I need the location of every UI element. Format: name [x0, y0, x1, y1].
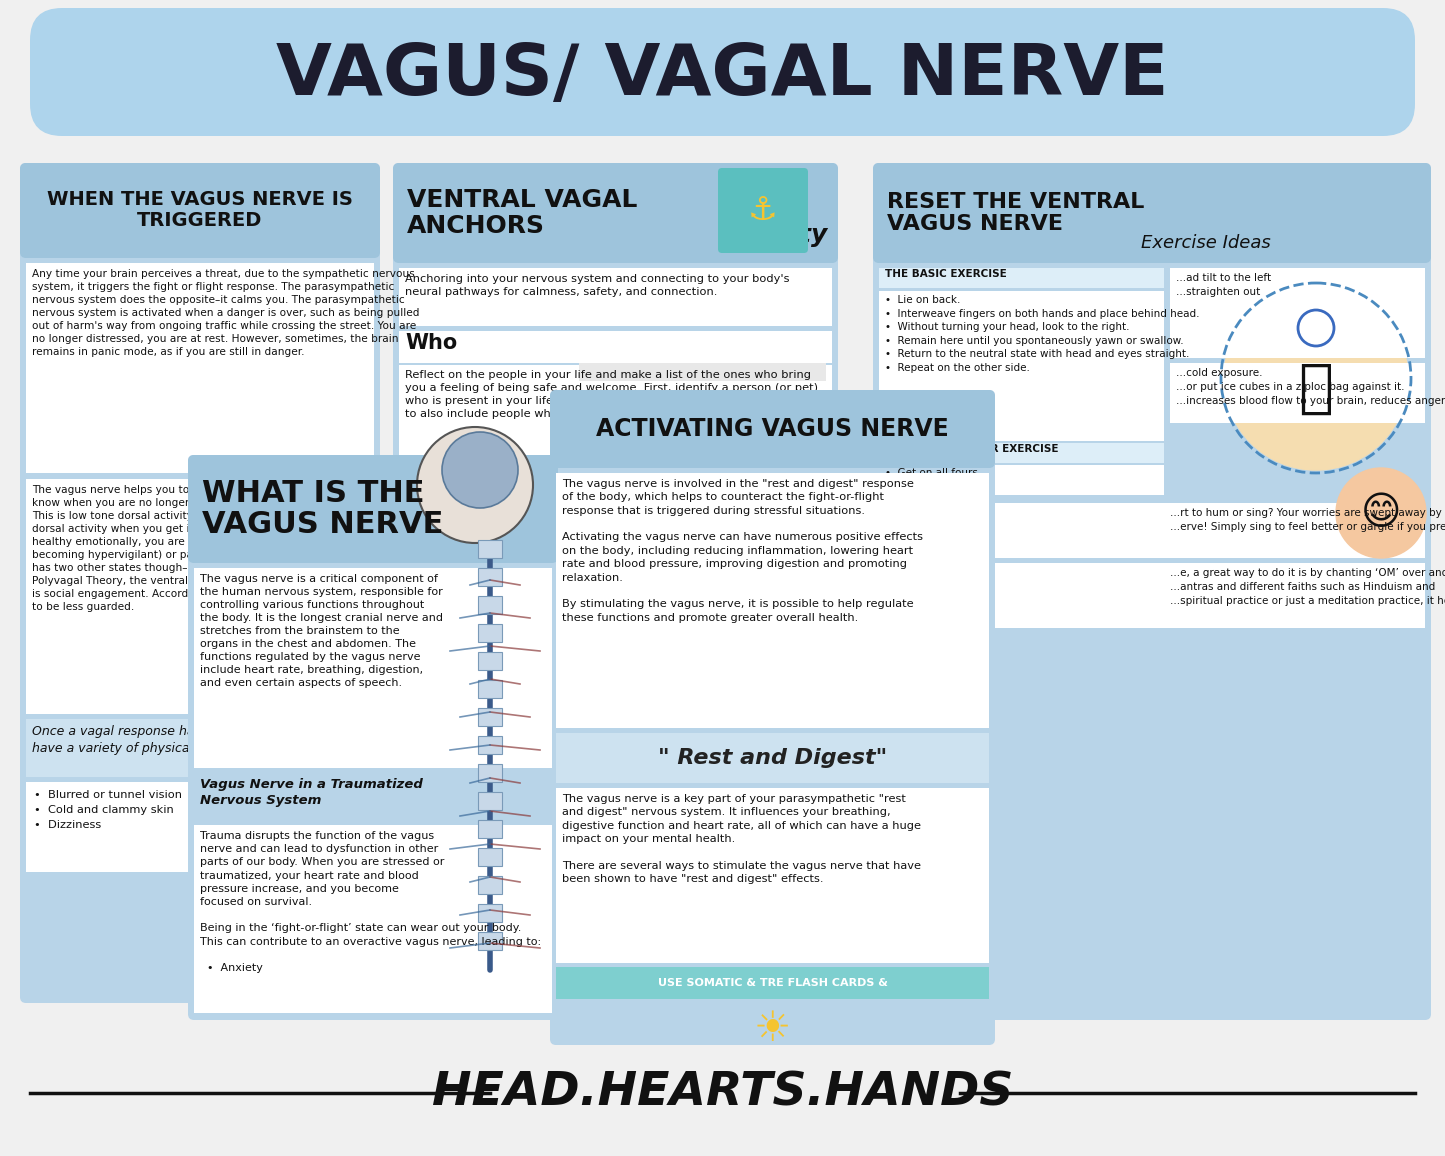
- Text: THE BASIC EXERCISE: THE BASIC EXERCISE: [884, 269, 1007, 279]
- Bar: [556, 788, 988, 963]
- Bar: [478, 932, 501, 950]
- Bar: [478, 849, 501, 866]
- Bar: [478, 820, 501, 838]
- Bar: [399, 268, 832, 326]
- Text: RESET THE VENTRAL
VAGUS NERVE: RESET THE VENTRAL VAGUS NERVE: [887, 192, 1144, 234]
- Bar: [1170, 363, 1425, 423]
- Bar: [26, 719, 374, 777]
- Bar: [478, 736, 501, 754]
- Text: The vagus nerve is a key part of your parasympathetic "rest
and digest" nervous : The vagus nerve is a key part of your pa…: [562, 794, 920, 884]
- Bar: [194, 773, 552, 821]
- FancyBboxPatch shape: [188, 455, 558, 563]
- Bar: [478, 568, 501, 586]
- Text: tate alive: tate alive: [405, 518, 623, 528]
- Text: VAGUS/ VAGAL NERVE: VAGUS/ VAGAL NERVE: [276, 42, 1169, 111]
- FancyBboxPatch shape: [551, 390, 996, 1045]
- Bar: [478, 540, 501, 558]
- Text: 😊: 😊: [1361, 494, 1402, 532]
- Circle shape: [1224, 286, 1407, 470]
- Bar: [194, 825, 552, 1013]
- Text: ACTIVATING VAGUS NERVE: ACTIVATING VAGUS NERVE: [597, 417, 949, 440]
- Bar: [478, 596, 501, 614]
- Text: The vagus nerve is involved in the "rest and digest" response
of the body, which: The vagus nerve is involved in the "rest…: [562, 479, 923, 623]
- Bar: [399, 365, 832, 510]
- Text: ☀: ☀: [754, 1008, 792, 1050]
- Text: ...rt to hum or sing? Your worries are swept away by a
...erve! Simply sing to f: ...rt to hum or sing? Your worries are s…: [1170, 507, 1445, 532]
- Text: FULL SALAMANDER EXERCISE: FULL SALAMANDER EXERCISE: [884, 444, 1059, 454]
- Bar: [194, 568, 552, 768]
- Bar: [478, 624, 501, 642]
- Bar: [879, 268, 1165, 288]
- Bar: [556, 968, 988, 999]
- Text: USE SOMATIC & TRE FLASH CARDS &: USE SOMATIC & TRE FLASH CARDS &: [657, 978, 887, 988]
- FancyBboxPatch shape: [873, 163, 1431, 1020]
- Bar: [579, 363, 827, 381]
- Text: ⚓: ⚓: [749, 193, 777, 227]
- Bar: [478, 707, 501, 726]
- Text: Vagus Nerve in a Traumatized
Nervous System: Vagus Nerve in a Traumatized Nervous Sys…: [199, 778, 423, 807]
- Text: Who: Who: [405, 333, 457, 353]
- Bar: [26, 264, 374, 473]
- Bar: [579, 503, 827, 521]
- FancyBboxPatch shape: [30, 8, 1415, 136]
- FancyBboxPatch shape: [393, 163, 838, 264]
- Bar: [478, 876, 501, 894]
- Text: ...ad tilt to the left
...straighten out: ...ad tilt to the left ...straighten out: [1176, 273, 1272, 297]
- Text: ...e, a great way to do it is by chanting ‘OM’ over and
...antras and different : ...e, a great way to do it is by chantin…: [1170, 568, 1445, 606]
- FancyBboxPatch shape: [873, 163, 1431, 264]
- Text: •  Lie on back.
•  Interweave fingers on both hands and place behind head.
•  Wi: • Lie on back. • Interweave fingers on b…: [884, 295, 1199, 373]
- Bar: [579, 418, 827, 437]
- Bar: [879, 443, 1165, 464]
- FancyBboxPatch shape: [188, 455, 558, 1020]
- Bar: [579, 447, 827, 465]
- Bar: [556, 733, 988, 783]
- Bar: [478, 904, 501, 922]
- Bar: [579, 475, 827, 492]
- FancyBboxPatch shape: [393, 163, 838, 722]
- Text: Exercise Ideas: Exercise Ideas: [1142, 234, 1270, 252]
- FancyBboxPatch shape: [718, 168, 808, 253]
- Bar: [879, 503, 1425, 558]
- Text: Activity: Activity: [721, 223, 828, 247]
- Text: WHAT IS THE
VAGUS NERVE: WHAT IS THE VAGUS NERVE: [202, 479, 444, 539]
- FancyBboxPatch shape: [551, 390, 996, 468]
- Text: Once a vagal response has be
have a variety of physical sym: Once a vagal response has be have a vari…: [32, 725, 223, 755]
- Bar: [399, 513, 832, 543]
- Text: Any time your brain perceives a threat, due to the sympathetic nervous
system, i: Any time your brain perceives a threat, …: [32, 269, 419, 357]
- Text: ...cold exposure.
...or put ice cubes in a ziploc bag against it.
...increases b: ...cold exposure. ...or put ice cubes in…: [1176, 368, 1445, 406]
- Text: 🧘: 🧘: [1299, 360, 1334, 416]
- FancyBboxPatch shape: [20, 163, 380, 1003]
- Bar: [879, 563, 1425, 628]
- Bar: [478, 792, 501, 810]
- Text: " Rest and Digest": " Rest and Digest": [657, 748, 887, 768]
- Circle shape: [418, 427, 533, 543]
- Bar: [556, 473, 988, 728]
- Text: Reflect on the people in your life and make a list of the ones who bring
you a f: Reflect on the people in your life and m…: [405, 370, 827, 420]
- Text: The vagus nerve is a critical component of
the human nervous system, responsible: The vagus nerve is a critical component …: [199, 575, 444, 688]
- Text: HEAD.HEARTS.HANDS: HEAD.HEARTS.HANDS: [432, 1070, 1013, 1116]
- Circle shape: [1337, 468, 1426, 558]
- Bar: [879, 465, 1165, 495]
- Text: •  Get on all fours: • Get on all fours: [884, 468, 978, 477]
- Bar: [579, 391, 827, 409]
- Circle shape: [442, 432, 517, 507]
- Bar: [478, 652, 501, 670]
- FancyBboxPatch shape: [20, 163, 380, 258]
- Text: The vagus nerve helps you to remain calm
know when you are no longer in danger. : The vagus nerve helps you to remain calm…: [32, 486, 259, 613]
- Bar: [879, 291, 1165, 440]
- Text: •  Blurred or tunnel vision
•  Cold and clammy skin
•  Dizziness: • Blurred or tunnel vision • Cold and cl…: [35, 790, 182, 830]
- Bar: [399, 331, 832, 363]
- Text: WHEN THE VAGUS NERVE IS
TRIGGERED: WHEN THE VAGUS NERVE IS TRIGGERED: [48, 190, 353, 230]
- Bar: [26, 479, 374, 714]
- Bar: [478, 680, 501, 698]
- Bar: [26, 781, 374, 872]
- Text: VENTRAL VAGAL
ANCHORS: VENTRAL VAGAL ANCHORS: [407, 188, 637, 238]
- Bar: [1170, 268, 1425, 358]
- Text: Anchoring into your nervous system and connecting to your body's
neural pathways: Anchoring into your nervous system and c…: [405, 274, 789, 297]
- Bar: [478, 764, 501, 781]
- Text: Trauma disrupts the function of the vagus
nerve and can lead to dysfunction in o: Trauma disrupts the function of the vagu…: [199, 831, 540, 973]
